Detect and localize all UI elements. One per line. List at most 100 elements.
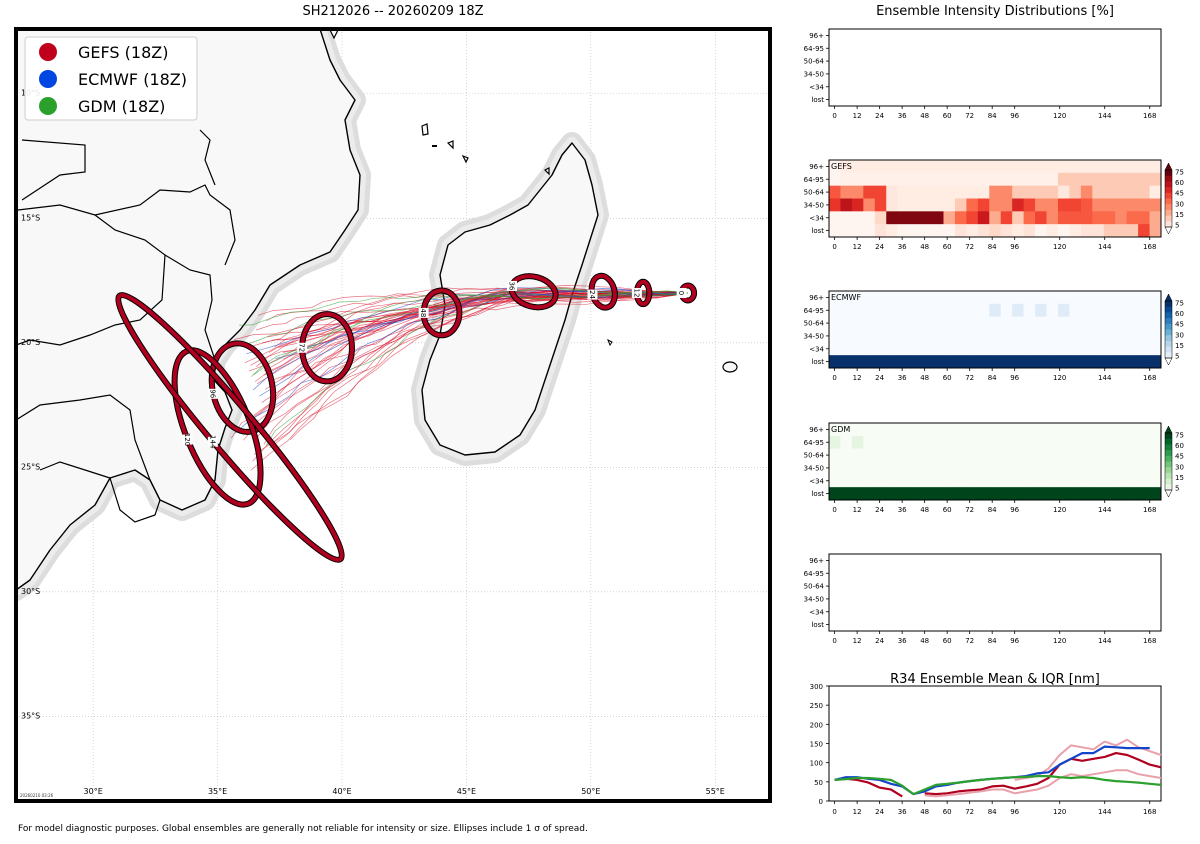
heat-cell	[1000, 185, 1013, 199]
heat-cell	[1000, 423, 1013, 437]
x-tick-label: 144	[1098, 243, 1112, 251]
heat-cell	[1046, 355, 1059, 369]
heat-cell	[1000, 303, 1013, 318]
heat-cell	[1069, 461, 1082, 475]
heat-cell	[1103, 316, 1116, 330]
heat-cell	[1080, 435, 1093, 450]
heat-cell	[1035, 448, 1047, 462]
heat-cell	[1080, 211, 1093, 225]
x-tick-label: 144	[1098, 506, 1112, 514]
heat-cell	[863, 355, 876, 369]
heat-cell	[851, 185, 864, 199]
colorbar-segment	[1165, 175, 1172, 182]
heat-cell	[1115, 329, 1128, 343]
map-frame	[14, 27, 772, 803]
heat-cell	[886, 224, 899, 238]
heat-cell	[909, 461, 921, 475]
colorbar-tick-label: 5	[1175, 485, 1179, 493]
x-tick-label: 120	[1053, 637, 1066, 645]
heat-cell	[851, 224, 864, 238]
heat-cell	[966, 474, 979, 488]
main-title: SH212026 -- 20260209 18Z	[302, 4, 483, 19]
colorbar-segment	[1165, 472, 1172, 480]
heat-cell	[909, 224, 921, 238]
heat-cell	[1057, 487, 1070, 501]
heat-cell	[1138, 487, 1150, 501]
heat-cell	[1149, 342, 1162, 356]
heat-cell	[1069, 291, 1082, 305]
heat-cell	[920, 211, 933, 225]
x-tick-label: 96	[1010, 243, 1019, 251]
heat-cell	[1057, 461, 1070, 475]
heat-cell	[989, 185, 1002, 199]
heat-cell	[1138, 303, 1150, 318]
colorbar-segment	[1165, 340, 1172, 348]
heat-cell	[874, 160, 887, 174]
small-islands	[329, 29, 738, 373]
heat-cell	[897, 448, 910, 462]
y-tick-label: 34-50	[804, 201, 824, 209]
heat-cell	[1138, 448, 1150, 462]
colorbar-segment	[1165, 301, 1172, 308]
heat-cell	[966, 211, 979, 225]
heat-cell	[1000, 198, 1013, 212]
colorbar-tick-label: 60	[1175, 442, 1184, 450]
heat-cell	[1126, 342, 1139, 356]
heat-cell	[1023, 329, 1036, 343]
heat-cell	[1080, 355, 1093, 369]
heat-cell	[1012, 291, 1025, 305]
r34-y-tick-label: 100	[810, 760, 823, 768]
heat-cell	[897, 342, 910, 356]
heat-cell	[1069, 316, 1082, 330]
heat-cell	[966, 172, 979, 187]
ellipse-label-bg	[418, 307, 429, 318]
y-tick-label: 64-95	[804, 45, 824, 53]
heat-cell	[1057, 435, 1070, 450]
heat-cell	[909, 342, 921, 356]
heat-cell	[863, 342, 876, 356]
heat-cell	[920, 355, 933, 369]
x-tick-label: 48	[920, 637, 929, 645]
heat-cell	[943, 474, 956, 488]
r34-x-tick-label: 24	[875, 808, 884, 816]
heat-cell	[1149, 211, 1162, 225]
x-tick-label: 60	[943, 506, 952, 514]
heat-cell	[897, 423, 910, 437]
heat-cell	[1035, 291, 1047, 305]
heat-cell	[1149, 316, 1162, 330]
heat-cell	[1023, 487, 1036, 501]
heat-cell	[851, 487, 864, 501]
uncertainty-ellipses: 0 12 24 36 48 72 96 120 144	[115, 272, 698, 563]
heat-cell	[1138, 329, 1150, 343]
heat-cell	[1023, 198, 1036, 212]
ellipse-label-bg	[207, 436, 218, 447]
heat-cell	[1092, 423, 1105, 437]
colorbar-cap-icon	[1164, 489, 1173, 498]
heat-cell	[1057, 474, 1070, 488]
heat-cell	[840, 185, 853, 199]
heat-cell	[1069, 185, 1082, 199]
heat-cell	[1126, 172, 1139, 187]
heat-cell	[1057, 172, 1070, 187]
heat-cell	[1126, 355, 1139, 369]
heat-cell	[1149, 329, 1162, 343]
heat-cell	[1035, 172, 1047, 187]
heat-cell	[1115, 423, 1128, 437]
heat-cell	[863, 448, 876, 462]
heat-cell	[1103, 435, 1116, 450]
heat-cell	[932, 461, 944, 475]
heat-cell	[886, 487, 899, 501]
heat-cell	[932, 316, 944, 330]
heat-cell	[1115, 303, 1128, 318]
heat-cell	[840, 329, 853, 343]
heat-cell	[1046, 474, 1059, 488]
colorbar-tick-label: 5	[1175, 353, 1179, 361]
y-tick-label: 64-95	[804, 307, 824, 315]
x-tick-label: 12	[853, 112, 862, 120]
r34-series-line	[834, 774, 1162, 796]
legend-label: ECMWF (18Z)	[78, 70, 187, 89]
heat-cell	[1126, 185, 1139, 199]
heat-cell	[932, 435, 944, 450]
x-tick-label: 12	[853, 637, 862, 645]
heat-cell	[989, 474, 1002, 488]
